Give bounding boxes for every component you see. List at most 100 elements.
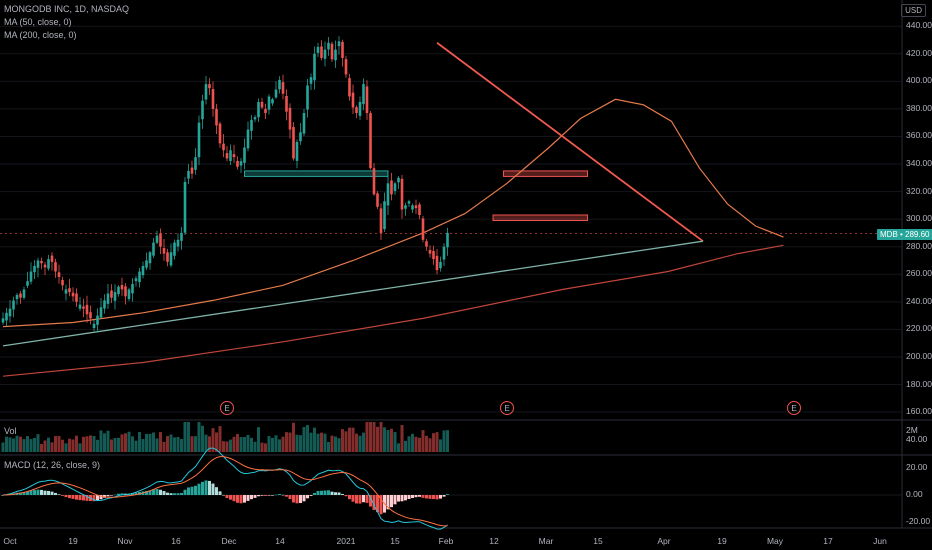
macd-histogram-bar <box>267 495 271 496</box>
time-tick-label: 15 <box>390 536 400 546</box>
macd-histogram-bar <box>355 495 358 504</box>
time-tick-label: Dec <box>221 536 237 546</box>
macd-histogram-bar <box>288 495 292 500</box>
price-tick-label: 220.00 <box>906 323 932 334</box>
candle-body <box>71 292 75 297</box>
candle-body <box>26 281 29 286</box>
macd-tick-label: 40.00 <box>906 434 928 445</box>
candle-body <box>152 242 155 256</box>
ma50-legend[interactable]: MA (50, close, 0) <box>4 17 72 27</box>
support-trendline <box>2 240 704 347</box>
macd-histogram-bar <box>250 495 253 500</box>
volume-bar <box>201 425 204 452</box>
time-tick-label: 15 <box>593 536 603 546</box>
volume-bar <box>110 439 113 452</box>
macd-histogram-bar <box>190 486 194 495</box>
time-tick-label: 19 <box>717 536 727 546</box>
volume-bar <box>250 437 253 452</box>
macd-histogram-bar <box>40 489 43 495</box>
volume-bar <box>33 437 36 452</box>
macd-histogram-bar <box>110 495 113 496</box>
volume-bar <box>222 441 225 452</box>
candle-body <box>61 280 64 286</box>
candle-body <box>306 85 309 110</box>
price-tick-label: 320.00 <box>906 185 932 196</box>
volume-bar <box>138 431 141 452</box>
volume-bar <box>148 433 152 452</box>
volume-bar <box>43 440 47 452</box>
volume-bar <box>78 443 82 452</box>
volume-bar <box>215 432 218 452</box>
candle-body <box>29 271 33 282</box>
volume-bar <box>40 443 43 452</box>
macd-histogram-bar <box>47 490 50 495</box>
macd-histogram-bar <box>232 495 236 502</box>
candle-body <box>134 278 138 282</box>
macd-histogram-bar <box>134 492 138 495</box>
candle-body <box>362 84 365 105</box>
candle-body <box>334 49 337 61</box>
macd-histogram-bar <box>292 495 295 503</box>
candle-body <box>369 113 372 169</box>
macd-histogram-bar <box>260 495 264 496</box>
candle-body <box>421 218 425 240</box>
last-price-tag: MDB • 289.60 <box>877 229 932 240</box>
volume-bar <box>243 436 246 452</box>
macd-histogram-bar <box>54 492 57 495</box>
candle-body <box>285 95 288 112</box>
volume-bar <box>386 430 390 452</box>
candle-body <box>201 100 204 120</box>
volume-bar <box>169 434 173 452</box>
volume-bar <box>166 436 169 452</box>
candle-body <box>253 117 257 120</box>
ma200-legend[interactable]: MA (200, close, 0) <box>4 30 77 40</box>
volume-bar <box>295 434 299 452</box>
macd-histogram-bar <box>82 495 85 501</box>
macd-histogram-bar <box>414 495 418 498</box>
macd-histogram-bar <box>404 495 407 501</box>
volume-bar <box>323 433 327 452</box>
candle-body <box>78 304 82 309</box>
volume-bar <box>411 433 414 452</box>
volume-bar <box>446 430 449 452</box>
macd-histogram-bar <box>316 490 320 495</box>
volume-bar <box>274 435 278 452</box>
macd-histogram-bar <box>166 492 169 495</box>
volume-bar <box>348 427 351 452</box>
candle-body <box>302 113 306 134</box>
candle-body <box>250 119 253 131</box>
volume-bar <box>99 430 103 452</box>
macd-histogram-bar <box>68 495 71 499</box>
candle-body <box>435 255 439 271</box>
volume-bar <box>404 440 407 452</box>
volume-bar <box>372 422 376 452</box>
macd-histogram-bar <box>169 493 173 495</box>
sr-zone <box>503 170 588 177</box>
volume-bar <box>190 436 194 452</box>
macd-histogram-bar <box>411 495 414 499</box>
volume-bar <box>442 430 446 452</box>
volume-bar <box>57 436 61 452</box>
candle-body <box>348 78 351 97</box>
candle-body <box>383 201 386 230</box>
candle-body <box>176 239 180 247</box>
candle-body <box>180 232 183 241</box>
candle-body <box>15 294 19 300</box>
candle-body <box>113 292 117 301</box>
macd-histogram-bar <box>407 495 411 500</box>
volume-bar <box>204 434 208 452</box>
candle-body <box>316 46 320 53</box>
volume-bar <box>75 435 78 452</box>
volume-bar <box>211 428 215 452</box>
currency-label[interactable]: USD <box>901 4 926 17</box>
macd-histogram-bar <box>19 492 22 495</box>
macd-histogram-bar <box>194 485 197 495</box>
candle-body <box>446 232 449 248</box>
candle-body <box>169 252 173 266</box>
volume-bar <box>103 433 106 452</box>
macd-histogram-bar <box>204 480 208 495</box>
ma50-line <box>2 98 784 328</box>
volume-bar <box>232 436 236 452</box>
sr-zone <box>244 170 389 177</box>
